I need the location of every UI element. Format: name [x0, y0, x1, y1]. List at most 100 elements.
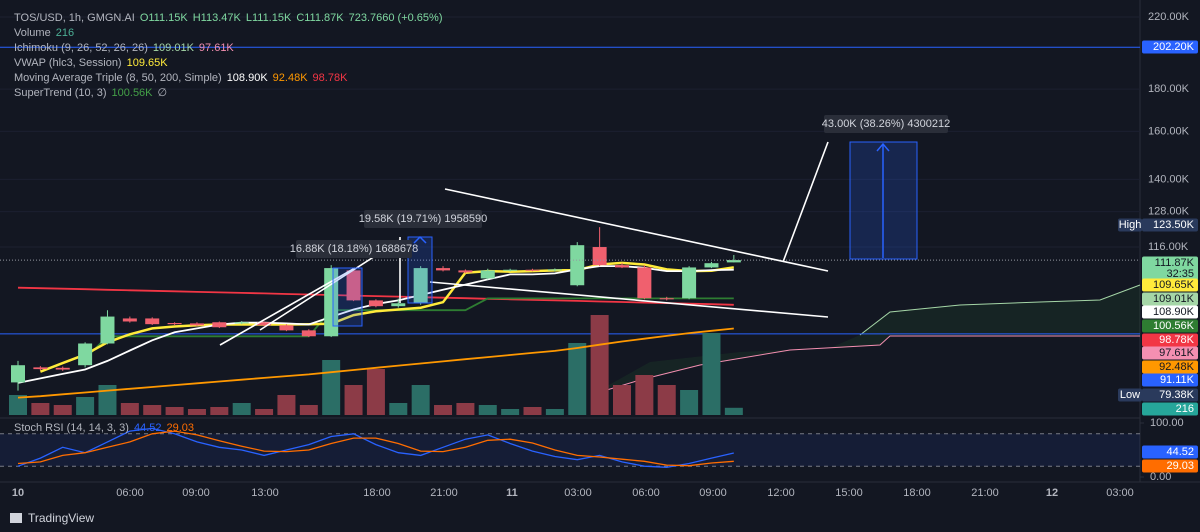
legend-value: 109.65K — [126, 57, 168, 69]
candle-body — [33, 367, 48, 370]
legend-label: Moving Average Triple (8, 50, 200, Simpl… — [14, 72, 222, 84]
legend-row: VWAP (hlc3, Session) 109.65K — [14, 56, 448, 71]
volume-bar — [434, 405, 453, 415]
legend-value: 216 — [55, 27, 75, 39]
price-badge-text: 108.90K — [1153, 306, 1195, 318]
price-badge-text: 100.56K — [1153, 320, 1195, 332]
indicator-line — [17, 427, 734, 468]
legend-value: O111.15K — [139, 12, 188, 24]
legend-value: H113.47K — [192, 12, 241, 24]
price-badge — [1142, 333, 1198, 347]
legend-row: TOS/USD, 1h, GMGN.AI O111.15K H113.47K L111… — [14, 11, 448, 26]
volume-bar — [210, 407, 229, 415]
indicator-line — [17, 286, 734, 306]
legend-value: 723.7660 (+0.65%) — [348, 12, 443, 24]
x-tick-label: 15:00 — [835, 487, 863, 499]
price-badge — [1142, 278, 1198, 292]
volume-bar — [478, 405, 497, 415]
price-badge — [1142, 360, 1198, 374]
price-badge-text: 111.87K — [1155, 257, 1195, 269]
price-badge-text: 91.11K — [1160, 374, 1195, 386]
candle-body — [547, 269, 562, 271]
legend-value: 100.56K — [111, 87, 153, 99]
candle-body — [234, 322, 249, 324]
candle-body — [257, 322, 272, 326]
volume-bar — [568, 343, 587, 415]
price-badge — [1142, 218, 1198, 232]
y-tick-label: 116.00K — [1148, 241, 1189, 253]
x-tick-label: 03:00 — [1106, 487, 1134, 499]
badge-tag — [1118, 388, 1142, 402]
legend-row: SuperTrend (10, 3) 100.56K ∅ — [14, 86, 448, 101]
volume-bar — [53, 405, 72, 415]
candle-body — [189, 323, 204, 326]
indicator-line — [17, 327, 734, 399]
x-tick-label: 06:00 — [116, 487, 144, 499]
footer — [0, 505, 1200, 532]
volume-bar — [724, 407, 743, 415]
legend-value: 29.03 — [166, 422, 195, 434]
legend-label: SuperTrend (10, 3) — [14, 87, 107, 99]
candle-body — [368, 300, 383, 307]
volume-bar — [322, 360, 341, 415]
volume-bar — [366, 369, 385, 415]
measure-arrow — [876, 142, 890, 152]
legend-value: L111.15K — [245, 12, 292, 24]
volume-bar — [545, 409, 564, 415]
candle-body — [503, 269, 518, 271]
candle-body — [212, 322, 227, 328]
candle-body — [659, 298, 674, 300]
candle-body — [614, 265, 629, 268]
stoch-legend: Stoch RSI (14, 14, 3, 3) 44.52 29.03 — [14, 422, 199, 434]
legend-value: 97.61K — [198, 42, 234, 54]
indicator-line — [17, 430, 734, 467]
x-tick-label: 10 — [12, 487, 24, 499]
volume-bar — [456, 403, 475, 415]
x-tick-label: 09:00 — [182, 487, 210, 499]
legend-label: VWAP (hlc3, Session) — [14, 57, 122, 69]
price-badge-text: 123.50K — [1153, 219, 1195, 231]
candle-body — [570, 245, 585, 286]
y-tick-label: 128.00K — [1148, 206, 1190, 218]
legend-value: 92.48K — [272, 72, 308, 84]
candle-body — [301, 330, 316, 337]
volume-bar — [165, 407, 184, 415]
x-tick-label: 13:00 — [251, 487, 279, 499]
x-tick-label: 11 — [506, 487, 518, 499]
measure-label-bg — [824, 115, 948, 133]
candle-body — [637, 267, 652, 299]
legend-value: ∅ — [157, 87, 168, 99]
candle-body — [413, 268, 428, 304]
legend-row: Moving Average Triple (8, 50, 200, Simpl… — [14, 71, 448, 86]
candle-body — [682, 267, 697, 299]
ichimoku-cloud — [600, 285, 1140, 390]
trendline — [444, 188, 829, 272]
trendline — [782, 141, 829, 263]
x-tick-label: 21:00 — [971, 487, 999, 499]
badge-tag — [1118, 218, 1142, 232]
volume-bar — [255, 409, 274, 415]
volume-bar — [143, 405, 162, 415]
measure-label-bg — [296, 240, 412, 258]
candle-body — [391, 303, 406, 307]
candle-body — [122, 318, 137, 322]
candle-body — [592, 247, 607, 266]
candle-body — [346, 270, 361, 301]
x-tick-label: 12 — [1046, 487, 1058, 499]
y-tick-label: 100.00 — [1150, 417, 1184, 429]
indicator-line — [84, 297, 734, 360]
y-tick-label: 140.00K — [1148, 173, 1190, 185]
volume-bar — [344, 385, 363, 415]
price-badge — [1142, 319, 1198, 333]
candle-body — [436, 268, 451, 271]
x-tick-label: 06:00 — [632, 487, 660, 499]
legend-value: 44.52 — [133, 422, 162, 434]
y-tick-label: 220.00K — [1148, 11, 1190, 23]
legend-row: Volume 216 — [14, 26, 448, 41]
volume-bar — [120, 403, 139, 415]
candle-body — [11, 365, 25, 383]
measure-label: 19.58K (19.71%) 1958590 — [359, 213, 487, 225]
candle-body — [525, 269, 540, 271]
